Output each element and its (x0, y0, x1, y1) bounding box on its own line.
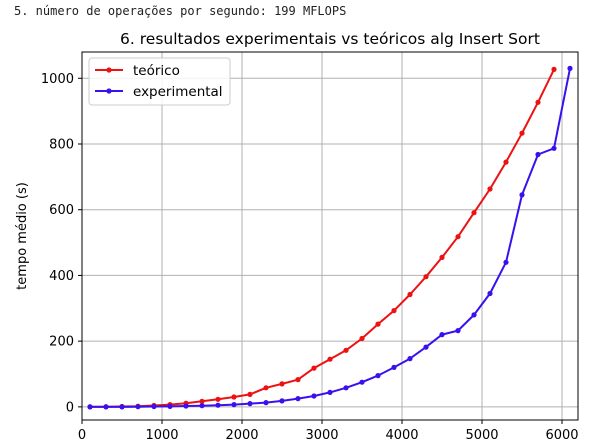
x-tick-label: 1000 (145, 428, 178, 443)
plot-area (82, 52, 578, 420)
data-point-experimental (183, 403, 189, 409)
x-tick-label: 5000 (465, 428, 498, 443)
data-point-experimental (455, 328, 461, 334)
data-point-teorico (407, 291, 413, 298)
legend: teórico experimental (88, 57, 231, 106)
data-point-experimental (567, 65, 573, 71)
data-point-experimental (215, 402, 221, 408)
data-point-experimental (199, 403, 205, 409)
x-tick-label: 0 (78, 428, 86, 443)
data-point-experimental (391, 364, 397, 370)
data-point-teorico (503, 159, 509, 165)
data-point-experimental (167, 403, 173, 409)
legend-marker-teorico (106, 67, 112, 73)
data-point-teorico (263, 385, 269, 391)
legend-marker-experimental (106, 88, 112, 94)
data-point-experimental (135, 404, 141, 410)
plot-frame (81, 51, 579, 421)
y-tick-label: 400 (49, 269, 74, 284)
data-point-experimental (519, 192, 525, 198)
legend-label-experimental: experimental (133, 84, 223, 100)
data-point-experimental (375, 373, 381, 379)
data-point-teorico (199, 398, 205, 404)
data-point-teorico (391, 308, 397, 314)
data-point-teorico (455, 234, 461, 240)
series-line-teorico (89, 68, 555, 408)
data-point-experimental (279, 398, 285, 404)
data-point-teorico (279, 381, 285, 387)
data-point-teorico (359, 335, 365, 342)
data-point-experimental (295, 396, 301, 402)
data-point-teorico (471, 210, 477, 216)
data-point-teorico (423, 274, 429, 280)
data-point-experimental (551, 145, 557, 151)
data-point-teorico (311, 365, 317, 371)
legend-box (88, 57, 231, 106)
y-tick-label: 200 (49, 335, 74, 350)
data-point-teorico (343, 347, 349, 353)
series-layer (87, 65, 573, 410)
data-point-experimental (407, 356, 413, 362)
chart-title: 6. resultados experimentais vs teóricos … (120, 30, 540, 48)
data-point-experimental (503, 259, 509, 265)
x-tick-label: 3000 (305, 428, 338, 443)
data-point-teorico (327, 356, 333, 362)
data-point-experimental (471, 312, 477, 318)
data-point-experimental (423, 344, 429, 350)
y-tick-label: 600 (49, 203, 74, 218)
data-point-experimental (263, 400, 269, 406)
data-point-experimental (151, 403, 157, 410)
data-point-experimental (343, 385, 349, 391)
data-point-experimental (439, 332, 445, 338)
ticks: 0 1000 2000 3000 4000 5000 6000 0 200 400 600 800 10… (41, 72, 579, 443)
data-point-experimental (119, 404, 125, 410)
data-point-teorico (247, 391, 253, 397)
data-point-teorico (215, 396, 221, 402)
x-tick-label: 6000 (545, 428, 578, 443)
data-point-experimental (327, 389, 333, 395)
data-point-teorico (231, 394, 237, 400)
data-point-experimental (231, 402, 237, 408)
data-point-teorico (439, 254, 445, 260)
data-point-experimental (87, 404, 93, 410)
data-point-teorico (519, 130, 525, 136)
data-point-experimental (311, 393, 317, 399)
header-text: 5. número de operações por segundo: 199 … (14, 4, 347, 18)
x-tick-label: 2000 (225, 428, 258, 443)
x-tick-label: 4000 (385, 428, 418, 443)
y-tick-label: 1000 (41, 72, 74, 87)
data-point-experimental (247, 401, 253, 407)
data-point-teorico (487, 186, 493, 192)
legend-label-teorico: teórico (133, 63, 180, 79)
y-tick-label: 800 (49, 138, 74, 153)
data-point-teorico (535, 99, 541, 105)
data-point-experimental (535, 151, 541, 158)
y-tick-label: 0 (66, 400, 74, 415)
data-point-experimental (103, 404, 109, 410)
y-axis-label: tempo médio (s) (15, 182, 30, 290)
data-point-teorico (551, 66, 557, 72)
data-point-teorico (375, 321, 381, 327)
data-point-experimental (487, 290, 493, 297)
data-point-experimental (359, 379, 365, 385)
data-point-teorico (295, 377, 301, 383)
